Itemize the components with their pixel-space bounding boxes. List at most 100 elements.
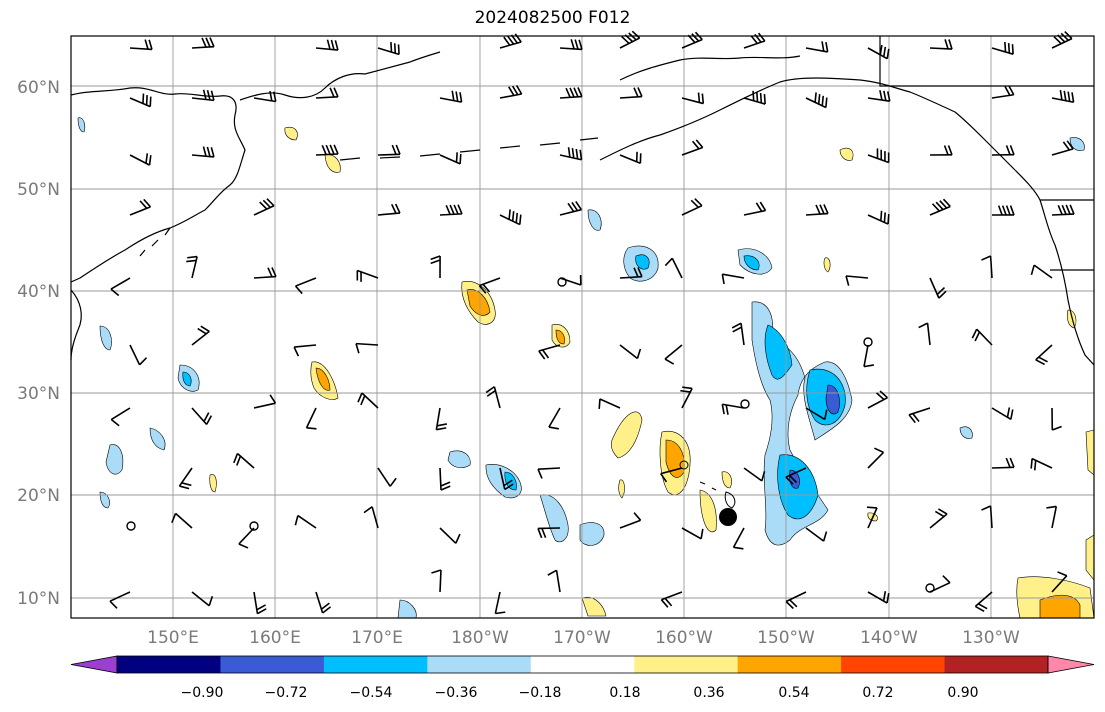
wind-barb	[971, 328, 993, 346]
pos-region	[209, 474, 217, 493]
wind-barb	[681, 92, 705, 105]
wind-barb	[619, 151, 642, 165]
wind-barb	[191, 37, 215, 49]
pos-region	[284, 127, 298, 141]
wind-barb	[867, 591, 890, 604]
pos-region	[324, 154, 341, 173]
lon-label: 170°E	[351, 628, 403, 648]
wind-barb	[867, 447, 885, 469]
lon-label: 150°W	[757, 628, 815, 648]
lon-label: 130°W	[962, 628, 1020, 648]
colorbar-segment	[944, 656, 1049, 673]
neg-region	[447, 450, 471, 469]
pos-region	[823, 257, 831, 273]
wind-barb	[664, 257, 683, 279]
wind-barb	[991, 145, 1015, 156]
wind-barb	[548, 407, 561, 430]
wind-barb	[305, 407, 317, 430]
wind-barb	[1051, 407, 1062, 431]
wind-barb	[805, 41, 829, 53]
wind-barb	[109, 591, 131, 609]
wind-barb	[191, 146, 215, 158]
neg-region	[1069, 137, 1085, 151]
wind-barbs	[109, 30, 1075, 615]
map-background	[71, 36, 1094, 618]
wind-barb	[743, 201, 767, 216]
wind-barb	[191, 89, 215, 102]
wind-barb	[129, 39, 153, 51]
wind-barb	[866, 506, 878, 529]
colorbar-tick-label: −0.36	[435, 685, 478, 701]
wind-barb	[918, 322, 931, 346]
wind-barb	[805, 407, 828, 421]
wind-barb	[129, 344, 148, 366]
wind-barb	[743, 90, 766, 105]
wind-barb	[191, 591, 214, 607]
wind-barb	[1051, 204, 1075, 216]
wind-barb	[785, 591, 807, 610]
colorbar-segment	[220, 656, 325, 673]
wind-barb	[731, 322, 745, 346]
wind-barb	[991, 41, 1014, 55]
wind-barb	[315, 591, 332, 614]
north-america-coast	[1014, 169, 1095, 366]
alaska-north	[619, 55, 801, 81]
lat-label: 20°N	[17, 486, 60, 506]
pos-region-core	[315, 367, 331, 391]
colorbar-tick-label: 0.18	[609, 685, 640, 701]
wind-barb	[559, 147, 583, 161]
neg-region-core	[764, 324, 793, 380]
wind-barb	[110, 407, 131, 427]
wind-barb	[315, 144, 339, 156]
lon-label: 180°W	[451, 628, 509, 648]
wind-barb	[908, 407, 931, 424]
wind-barb	[619, 267, 643, 279]
pos-region	[610, 411, 643, 459]
pos-region	[839, 147, 854, 161]
colorbar-segment	[737, 656, 842, 673]
colorbar-segment	[427, 656, 532, 673]
wind-barb	[499, 209, 522, 226]
wind-barb	[293, 344, 317, 357]
wind-barb	[537, 467, 561, 479]
wind-barb	[805, 204, 829, 216]
wind-barb	[743, 32, 766, 49]
wind-barb	[377, 42, 400, 56]
wind-barb	[315, 87, 339, 99]
wind-barb	[929, 277, 947, 299]
wind-barb	[377, 144, 401, 156]
wind-barb	[377, 467, 397, 487]
wind-barb	[929, 575, 951, 593]
wind-barb	[867, 90, 891, 103]
colorbar-segment	[117, 656, 221, 673]
wind-barb	[929, 508, 948, 529]
wind-barb	[1030, 264, 1053, 279]
kamchatka	[239, 51, 441, 101]
longitude-labels: 150°E 160°E 170°E 180°W 170°W 160°W 150°…	[147, 628, 1020, 648]
wind-barb	[721, 403, 745, 415]
wind-barb	[478, 277, 501, 294]
wind-barb	[439, 467, 451, 491]
wind-barb	[619, 344, 642, 360]
wind-barb	[1051, 571, 1068, 593]
wind-barb	[439, 527, 461, 544]
lat-label: 60°N	[17, 78, 60, 98]
colorbar-segment	[634, 656, 739, 673]
alaska-coast	[599, 77, 1016, 171]
wind-barb	[294, 277, 317, 295]
wind-barb	[238, 527, 255, 549]
lon-label: 150°E	[147, 628, 199, 648]
lat-label: 10°N	[17, 589, 60, 609]
wind-barb	[929, 39, 953, 50]
asia-coast	[70, 87, 246, 283]
lon-label: 160°E	[249, 628, 301, 648]
wind-barb	[681, 527, 704, 540]
colorbar-tick-label: −0.72	[265, 685, 308, 701]
neg-region	[579, 522, 605, 546]
lon-label: 140°W	[860, 628, 918, 648]
wind-barb	[253, 90, 277, 103]
neg-region-core	[182, 371, 192, 387]
neg-region-strong	[825, 384, 840, 415]
neg-region	[105, 444, 124, 475]
wind-barb	[743, 467, 766, 482]
